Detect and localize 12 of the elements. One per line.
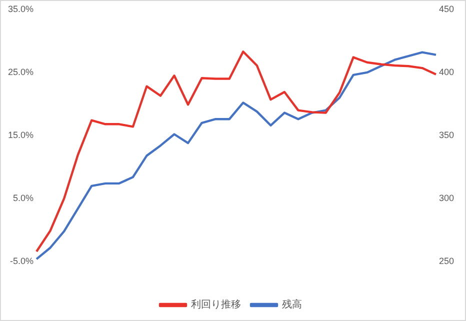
- y2-tick-label: 450: [438, 4, 454, 14]
- y-tick-label: 15.0%: [8, 130, 34, 140]
- y-tick-label: -5.0%: [10, 256, 34, 266]
- y2-tick-label: 250: [438, 256, 454, 266]
- y2-tick-label: 300: [438, 193, 454, 204]
- legend-label: 利回り推移: [191, 298, 241, 311]
- y-tick-label: 25.0%: [8, 66, 34, 77]
- y-tick-label: 5.0%: [13, 193, 34, 204]
- y2-tick-label: 350: [438, 130, 454, 140]
- legend-label: 残高: [282, 298, 302, 311]
- y-tick-label: 35.0%: [8, 4, 34, 14]
- y2-tick-label: 400: [438, 66, 454, 77]
